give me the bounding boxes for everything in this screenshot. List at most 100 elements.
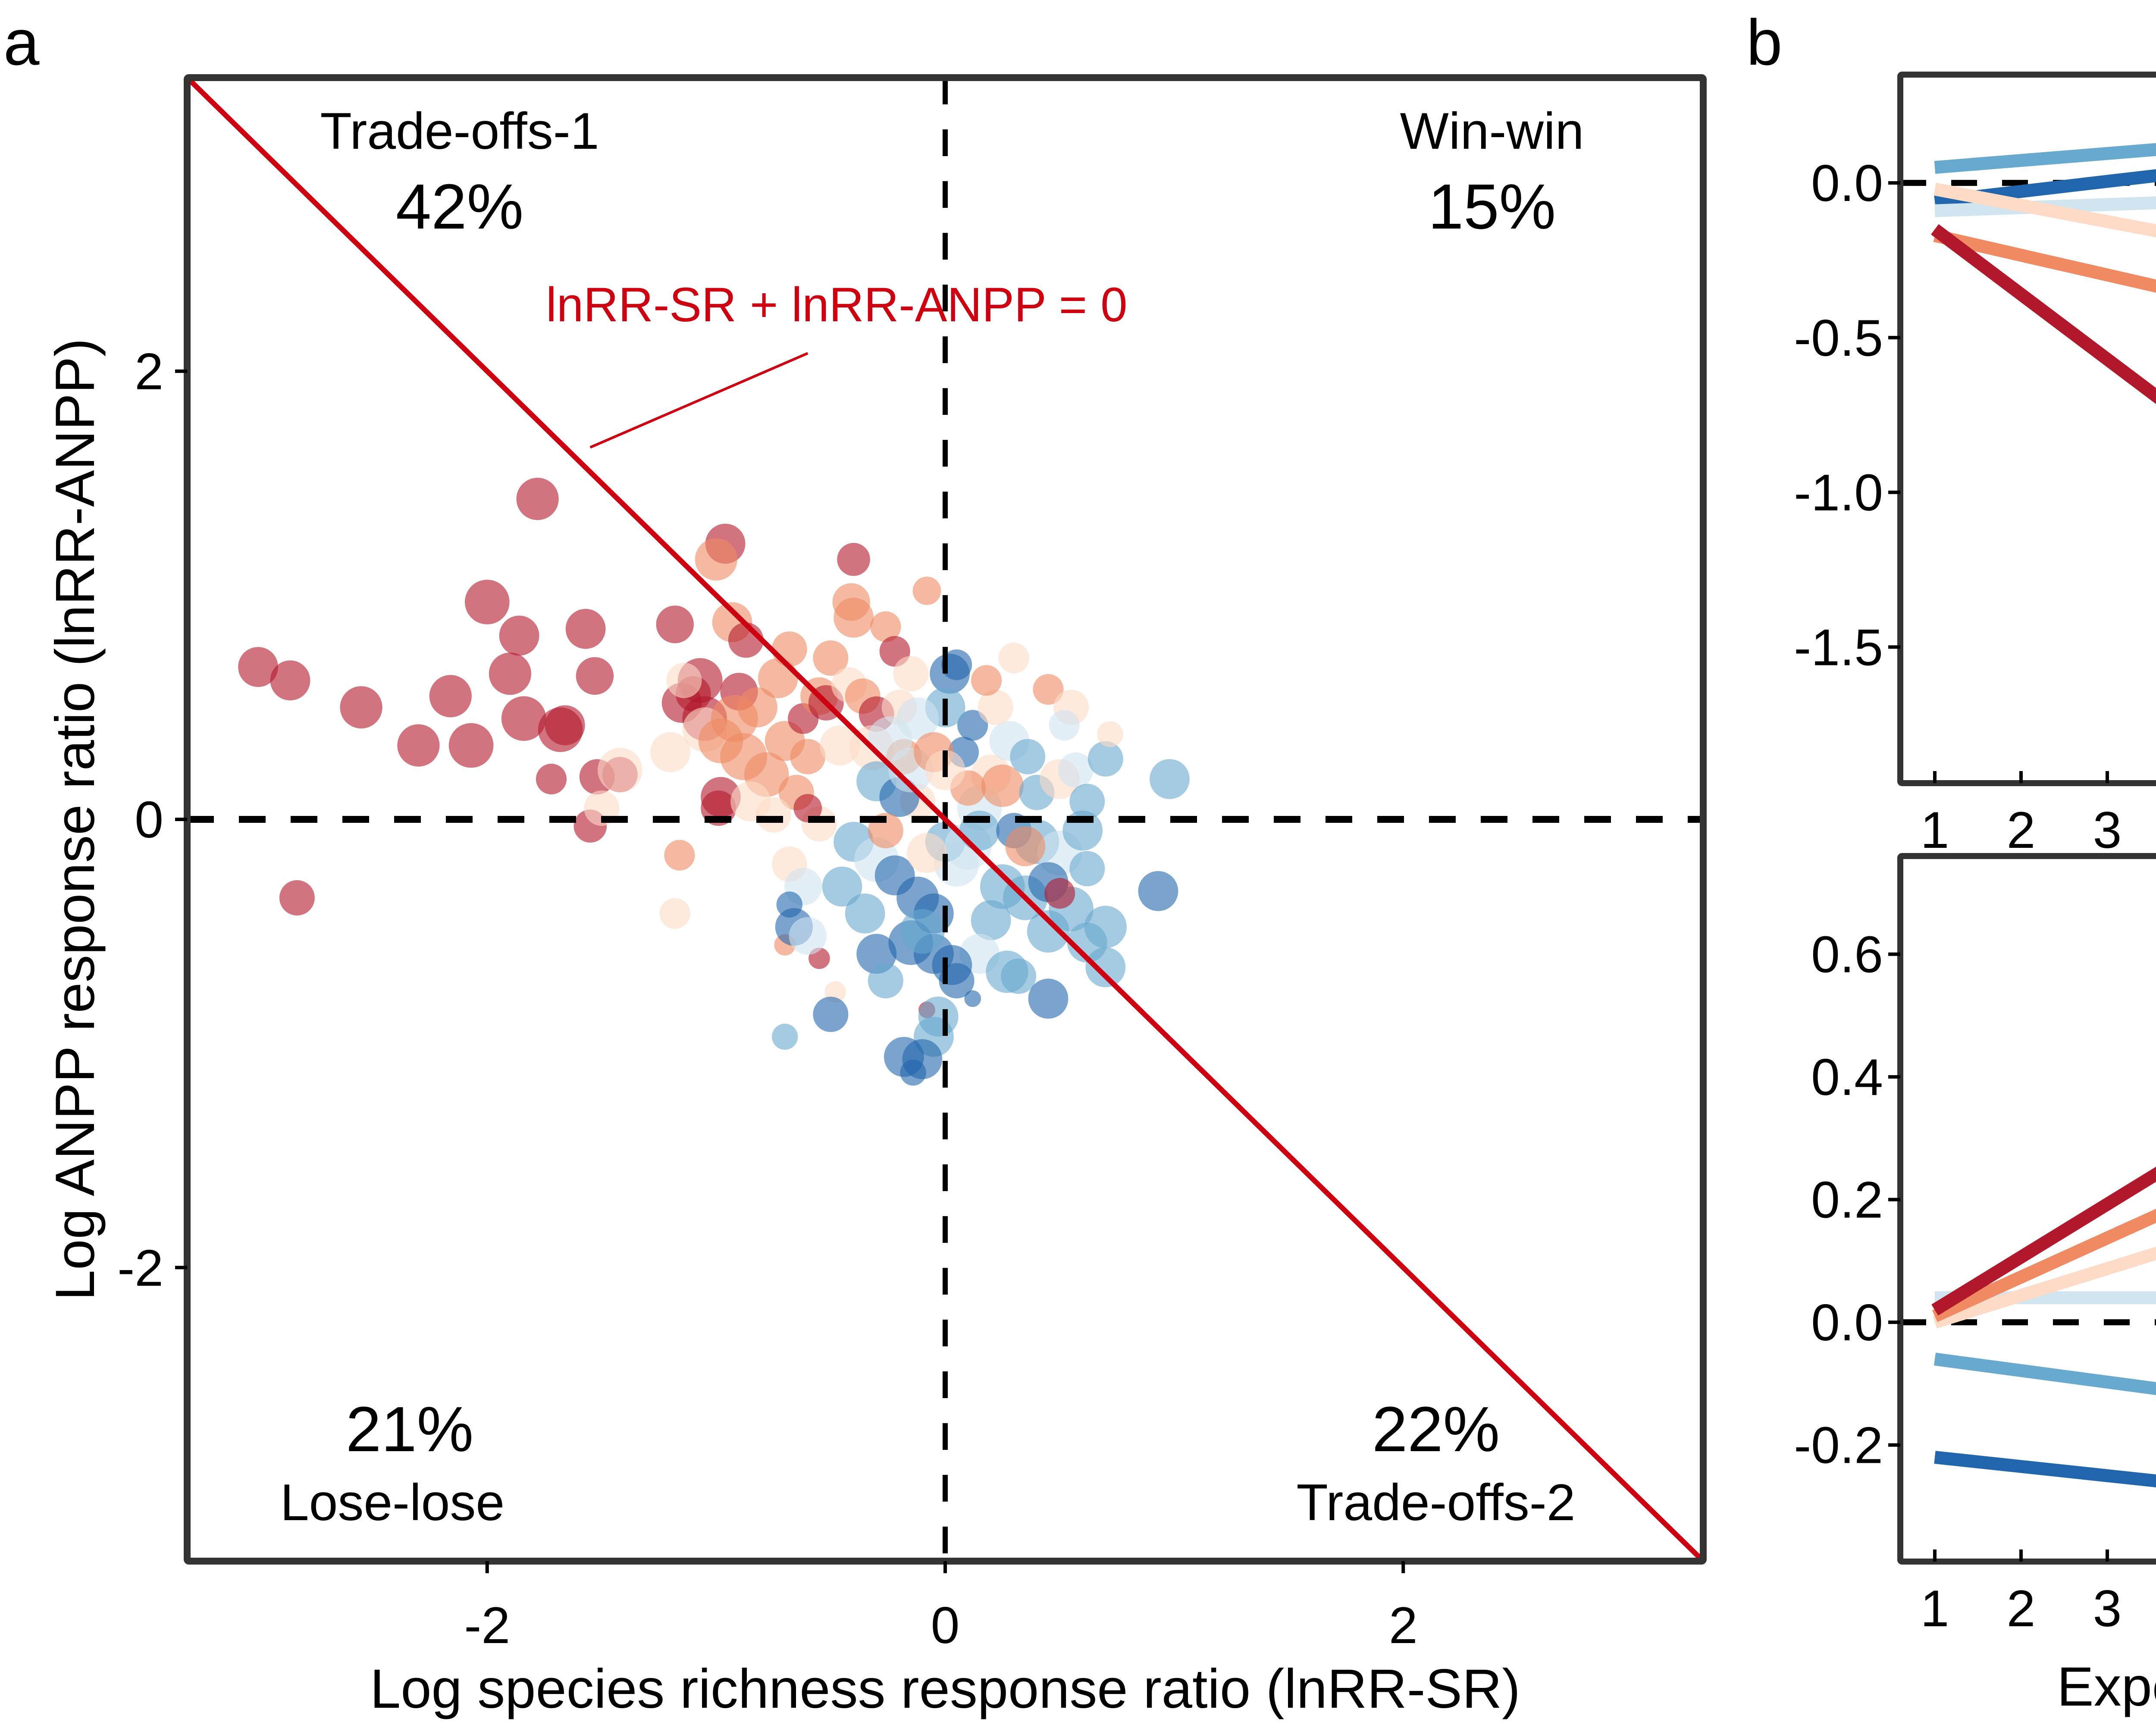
scatter-point: [565, 608, 606, 649]
x-tick-label: 1: [1921, 801, 1949, 859]
scatter-point: [598, 747, 642, 793]
y-tick-label: -1.5: [1794, 618, 1883, 676]
scatter-point: [1010, 739, 1046, 775]
scatter-point: [1150, 759, 1190, 799]
scatter-point: [978, 690, 1013, 725]
y-axis-title: Log ANPP response ratio (lnRR-ANPP): [44, 338, 106, 1301]
scatter-point: [737, 687, 777, 728]
quadrant-labels: Trade-offs-1 42% Win-win 15% 21% Lose-lo…: [280, 102, 1584, 1531]
y-tick-label: 0.0: [1811, 154, 1883, 212]
scatter-point: [964, 990, 981, 1007]
scatter-point: [939, 963, 975, 999]
y-tick-label: 0.0: [1811, 1294, 1883, 1352]
panel-b-letter: b: [1746, 6, 1782, 78]
y-tick-label: 0.2: [1811, 1171, 1883, 1229]
scatter-point: [397, 724, 440, 767]
quadrant-label-bottom-right: Trade-offs-2: [1297, 1474, 1576, 1531]
series-line-rate-10: [1933, 1246, 2156, 1329]
y-tick-label: -0.2: [1794, 1417, 1883, 1474]
panel-b-bottom-anpp: 1234567890.60.40.20.0-0.2: [1794, 853, 2156, 1637]
plot-frame: [1897, 853, 2156, 1565]
scatter-point: [1005, 826, 1046, 866]
scatter-point: [893, 656, 929, 692]
y-tick-label: 2: [135, 343, 163, 401]
panel-b-lines: b 1234567890.0-0.5-1.0-1.5 1234567890.60…: [1746, 6, 2156, 1718]
panel-a-axes: -2 0 2 -2 0 2: [117, 74, 1707, 1654]
scatter-point: [771, 631, 807, 667]
series-line-rate-50: [1931, 1167, 2156, 1316]
y-tick-label: -2: [117, 1239, 163, 1297]
scatter-point: [1033, 674, 1064, 705]
scatter-point: [813, 640, 849, 676]
scatter-point: [270, 660, 310, 701]
scatter-point: [790, 739, 826, 775]
scatter-point: [1069, 784, 1105, 819]
scatter-point: [900, 1060, 926, 1086]
scatter-point: [279, 880, 315, 916]
x-tick-label: 3: [2093, 801, 2122, 859]
x-tick-label: 2: [1389, 1596, 1418, 1654]
scatter-point: [870, 611, 901, 642]
scatter-point: [1087, 741, 1123, 777]
scatter-point: [834, 597, 874, 638]
series-line-rate-50: [1930, 224, 2156, 404]
scatter-point: [912, 577, 941, 605]
scatter-point: [1085, 947, 1126, 988]
scatter-point: [998, 643, 1029, 674]
scatter-point: [820, 725, 860, 765]
series-line-rate-0: [1934, 169, 2156, 208]
quadrant-percent-top-left: 42%: [396, 171, 523, 242]
scatter-point: [659, 898, 690, 929]
scatter-point: [789, 917, 827, 955]
scatter-point: [664, 840, 695, 871]
quadrant-label-top-right: Win-win: [1400, 102, 1584, 160]
panel-a-scatter: a Trade-offs-1 42% Win-win 15% 21% Lose-…: [3, 6, 1707, 1720]
series-line-rate-2: [1934, 1352, 2156, 1396]
y-tick-label: 0: [135, 791, 163, 849]
scatter-point: [900, 909, 945, 954]
scatter-point: [971, 665, 1002, 696]
scatter-point: [981, 765, 1024, 807]
scatter-point: [941, 649, 972, 681]
scatter-point: [845, 893, 885, 934]
scatter-point: [545, 705, 585, 746]
scatter-point: [1001, 958, 1036, 994]
y-tick-label: -0.5: [1794, 309, 1883, 367]
scatter-point: [536, 763, 567, 795]
plot-frame: [1897, 72, 2156, 786]
scatter-point: [957, 710, 988, 741]
y-tick-label: 0.6: [1811, 926, 1883, 984]
scatter-point: [656, 605, 694, 643]
x-tick-label: 2: [2007, 801, 2036, 859]
scatter-point: [448, 723, 494, 768]
scatter-point: [971, 900, 1011, 941]
scatter-point: [868, 963, 903, 999]
x-tick-label: 2: [2007, 1580, 2036, 1637]
x-tick-label: 0: [931, 1596, 960, 1654]
x-axis-title: Log species richness response ratio (lnR…: [370, 1658, 1520, 1720]
x-tick-label: 3: [2093, 1580, 2122, 1637]
scatter-point: [1049, 710, 1080, 741]
scatter-point: [516, 477, 559, 520]
panel-b-x-axis-title: Experimental year: [2057, 1656, 2156, 1718]
series-line-rate-10: [1934, 182, 2156, 238]
scatter-point: [837, 543, 870, 576]
scatter-point: [650, 732, 691, 772]
scatter-point: [822, 866, 862, 907]
y-tick-label: 0.4: [1811, 1048, 1883, 1106]
scatter-point: [695, 538, 737, 581]
series-line-rate-0: [1934, 1451, 2156, 1488]
quadrant-label-top-left: Trade-offs-1: [320, 102, 599, 160]
series-line-rate-20: [1932, 1208, 2156, 1322]
scatter-point: [755, 797, 791, 833]
scatter-point: [1097, 721, 1123, 747]
panel-a-letter: a: [3, 6, 40, 78]
y-tick-label: -1.0: [1794, 464, 1883, 522]
scatter-point: [465, 580, 510, 624]
scatter-point: [501, 696, 546, 741]
reference-lines: [185, 75, 1705, 1563]
scatter-point: [238, 647, 278, 687]
scatter-point: [1138, 871, 1178, 911]
quadrant-percent-top-right: 15%: [1428, 171, 1556, 242]
